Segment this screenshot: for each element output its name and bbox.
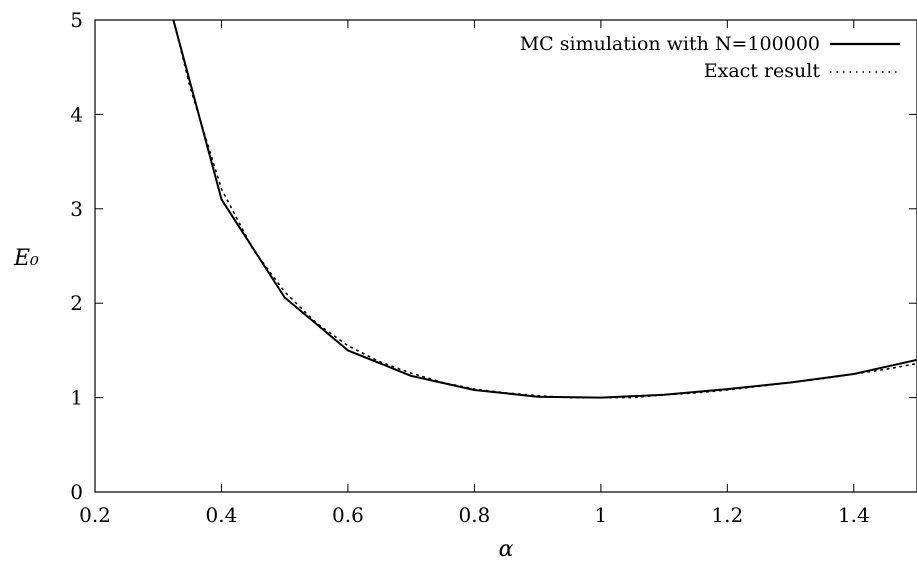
legend: MC simulation with N=100000 Exact result (520, 33, 900, 82)
x-tick-label: 0.4 (206, 503, 238, 527)
legend-label-mc: MC simulation with N=100000 (520, 33, 820, 55)
y-tick-label: 3 (70, 197, 83, 221)
x-tick-label: 0.2 (79, 503, 111, 527)
series-line-exact-result (172, 20, 917, 399)
x-tick-label: 1.2 (711, 503, 743, 527)
x-axis-label: α (499, 537, 514, 562)
y-tick-label: 0 (70, 480, 83, 504)
x-tick-label: 0.6 (332, 503, 364, 527)
x-tick-label: 1.4 (838, 503, 870, 527)
x-tick-label: 0.8 (458, 503, 490, 527)
y-tick-label: 5 (70, 8, 83, 32)
plot-frame (94, 19, 917, 493)
y-tick-label: 2 (70, 291, 83, 315)
y-tick-label: 1 (70, 386, 83, 410)
x-tick-label: 1 (594, 503, 607, 527)
axis-ticks: 0.2 0.4 0.6 0.8 1 1.2 1.4 0 1 2 3 4 5 (70, 8, 917, 527)
y-axis-label: E₀ (13, 246, 39, 271)
legend-label-exact: Exact result (704, 60, 821, 82)
y-tick-label: 4 (70, 102, 83, 126)
plot-area (172, 20, 917, 399)
